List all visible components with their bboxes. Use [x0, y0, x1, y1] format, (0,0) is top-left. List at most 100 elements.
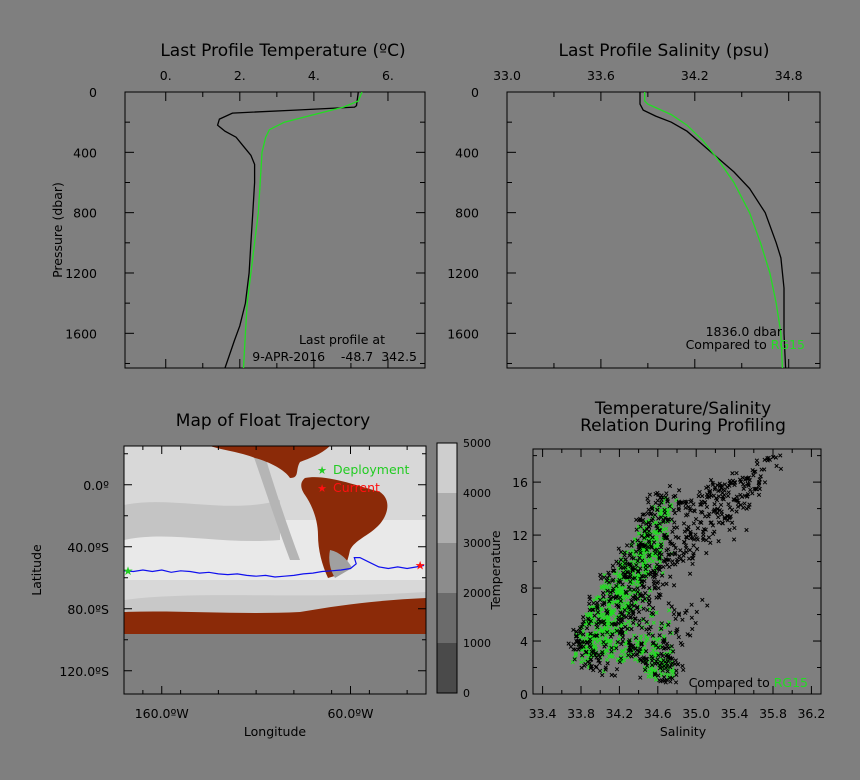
ts-point-float: [650, 535, 655, 540]
ts-point-float: [739, 494, 745, 499]
ts-point-float: [778, 466, 784, 472]
ts-point-float: [661, 675, 667, 680]
ts-point-float: [675, 661, 681, 667]
ts-point-float: [631, 603, 637, 609]
ts-point-float: [758, 474, 763, 479]
ts-point-float: [641, 657, 646, 662]
ts-point-float: [674, 672, 679, 678]
deployment-marker: ★: [123, 564, 134, 578]
ts-point-float: [660, 582, 665, 587]
ts-point-float: [634, 527, 639, 532]
ts-point-float: [627, 587, 633, 592]
ts-point-float: [672, 510, 678, 516]
ts-point-float: [734, 509, 739, 514]
ts-point-float: [646, 539, 651, 544]
ts-point-float: [635, 652, 640, 657]
ts-point-float: [641, 544, 646, 549]
temperature-y-tick-label: 0: [89, 85, 97, 100]
ts-point-float: [656, 586, 661, 591]
ts-point-reference: [594, 606, 599, 611]
ts-y-axis-label: Temperature: [488, 530, 503, 610]
ts-point-float: [625, 570, 631, 575]
salinity-x-tick-label: 34.8: [775, 68, 803, 83]
salinity-y-tick-label: 1200: [447, 266, 479, 281]
legend-current-label: Current: [333, 480, 380, 495]
ts-point-reference: [647, 672, 653, 677]
ts-point-float: [611, 595, 616, 600]
ts-point-float: [750, 491, 755, 496]
ts-point-float: [659, 515, 664, 520]
ts-point-reference: [666, 608, 672, 613]
ts-point-float: [660, 653, 665, 659]
ts-point-float: [778, 453, 783, 458]
ts-point-float: [644, 627, 649, 632]
temperature-series-line-1: [242, 92, 363, 368]
ts-point-float: [652, 512, 658, 518]
ts-point-float: [673, 534, 678, 540]
ts-x-tick-label: 36.2: [797, 706, 825, 721]
ts-point-float: [578, 631, 583, 636]
ts-point-reference: [655, 543, 660, 548]
ts-point-float: [730, 471, 735, 476]
ts-point-float: [600, 672, 605, 678]
ts-point-float: [665, 497, 670, 502]
ts-point-reference: [645, 636, 650, 641]
ts-point-float: [682, 529, 687, 534]
ts-point-float: [584, 626, 590, 631]
ts-point-float: [614, 646, 619, 651]
salinity-x-tick-label: 33.0: [493, 68, 521, 83]
ts-point-float: [738, 502, 744, 508]
ts-point-float: [745, 481, 750, 486]
salinity-y-tick-label: 800: [455, 206, 479, 221]
ts-point-reference: [620, 648, 626, 653]
ts-point-float: [681, 521, 687, 526]
ts-point-float: [727, 527, 732, 533]
ts-point-reference: [593, 636, 598, 641]
ts-compared-dataset: RG15: [774, 675, 808, 690]
ts-point-float: [670, 529, 675, 534]
ts-point-float: [720, 496, 725, 501]
temperature-y-axis-label: Pressure (dbar): [50, 182, 65, 278]
ts-point-float: [627, 562, 632, 567]
ts-point-float: [617, 659, 623, 665]
ts-point-float: [726, 501, 731, 507]
ts-point-float: [629, 543, 634, 548]
ts-point-float: [668, 665, 673, 670]
ts-point-float: [588, 631, 593, 636]
map-x-axis-label: Longitude: [244, 724, 306, 739]
ts-x-tick-label: 35.8: [759, 706, 787, 721]
ts-point-float: [655, 547, 660, 552]
ts-point-reference: [650, 559, 656, 564]
ts-point-float: [653, 500, 658, 505]
ts-point-reference: [648, 588, 653, 593]
ts-point-reference: [641, 551, 646, 557]
ts-point-reference: [616, 657, 621, 662]
ts-point-float: [694, 536, 699, 541]
salinity-series-line-0: [639, 92, 787, 368]
ts-point-reference: [636, 531, 641, 536]
ts-point-float: [657, 595, 662, 600]
salinity-y-tick-label: 0: [471, 85, 479, 100]
ts-point-float: [683, 505, 688, 511]
ts-point-float: [638, 646, 643, 651]
ts-point-float: [671, 507, 676, 513]
map-x-tick-label: 60.0ºW: [327, 706, 373, 721]
ts-point-float: [665, 669, 670, 674]
ts-point-float: [649, 654, 654, 659]
ts-point-float: [683, 543, 688, 548]
ts-point-float: [600, 652, 605, 657]
float-trajectory-line: [124, 556, 425, 578]
ts-point-float: [583, 650, 589, 655]
ts-point-float: [643, 649, 649, 654]
ts-point-float: [708, 540, 713, 545]
ts-point-float: [710, 482, 716, 487]
ts-point-float: [643, 563, 648, 568]
ts-point-float: [609, 672, 614, 678]
salinity-series: [639, 92, 787, 368]
ts-point-float: [584, 640, 590, 645]
ts-point-float: [667, 483, 673, 489]
ts-point-float: [628, 562, 633, 567]
ts-point-float: [650, 605, 656, 611]
ts-point-float: [622, 553, 627, 558]
ts-point-float: [700, 510, 705, 515]
